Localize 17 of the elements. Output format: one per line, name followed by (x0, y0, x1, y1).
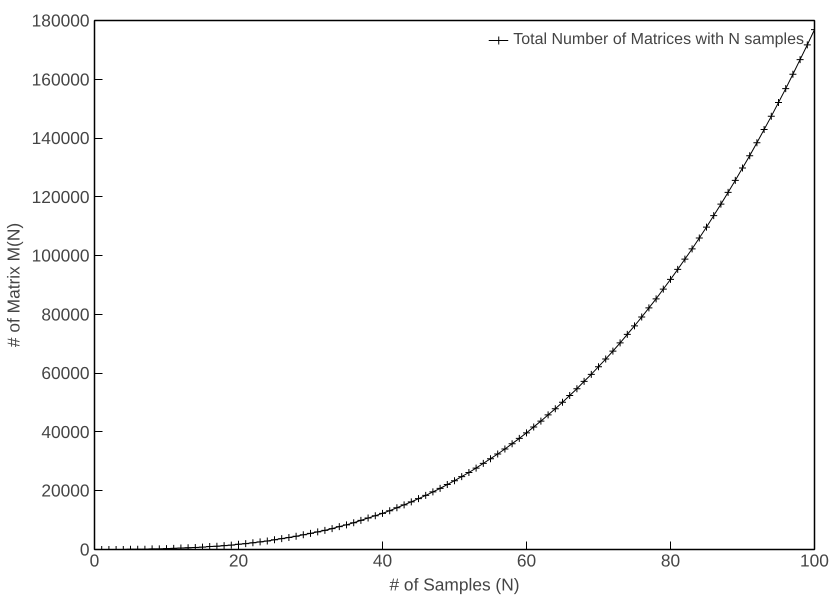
y-tick-label: 160000 (32, 69, 90, 90)
y-axis-title: # of Matrix M(N) (4, 222, 24, 348)
x-tick-label: 80 (660, 550, 680, 570)
x-tick-label: 100 (800, 550, 829, 570)
y-tick-label: 60000 (41, 363, 90, 384)
y-tick-label: 20000 (41, 480, 90, 501)
y-tick-label: 80000 (41, 304, 90, 324)
x-tick-label: 20 (228, 550, 248, 570)
y-tick-label: 120000 (32, 186, 90, 207)
x-axis-title: # of Samples (N) (390, 574, 520, 594)
y-tick-label: 100000 (32, 246, 90, 266)
y-tick-label: 180000 (32, 10, 90, 30)
legend-label: Total Number of Matrices with N samples (513, 31, 804, 49)
x-tick-label: 40 (372, 550, 392, 570)
x-tick-label: 60 (516, 550, 536, 570)
y-tick-label: 40000 (41, 422, 90, 442)
y-tick-label: 140000 (32, 128, 90, 148)
